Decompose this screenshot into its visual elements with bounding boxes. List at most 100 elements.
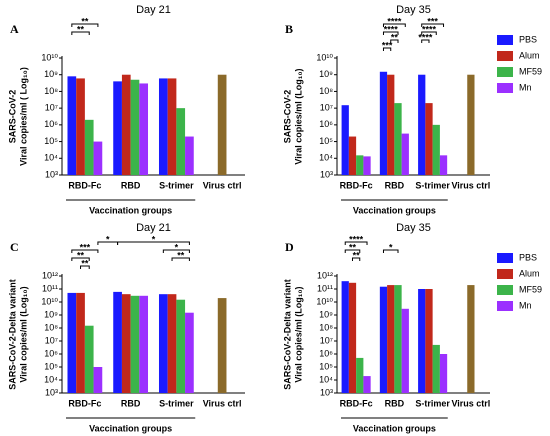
x-axis-label: Vaccination groups [89,205,172,215]
significance-bracket [390,39,399,43]
x-tick-label: RBD-Fc [68,398,101,408]
bar [167,294,177,393]
bar [93,141,103,175]
bar [185,312,194,393]
y-tick-label: 10⁹ [319,309,333,319]
bar [67,292,77,393]
y-tick-label: 10⁹ [44,69,58,79]
bar [356,357,364,393]
x-tick-label: Virus ctrl [451,180,490,190]
bar [401,308,409,393]
panel-letter: D [285,240,294,254]
bar [425,289,433,393]
significance-bracket [71,257,90,261]
bar [130,79,140,175]
bar [76,78,85,175]
x-tick-label: RBD [385,398,405,408]
bar [401,133,409,175]
y-tick-label: 10³ [320,169,333,179]
y-tick-label: 10⁵ [44,136,58,146]
significance-label: **** [422,24,437,34]
x-tick-label: Virus ctrl [451,398,490,408]
y-tick-label: 10⁴ [44,374,58,384]
x-tick-label: S-trimer [159,180,194,190]
y-tick-label: 10¹⁰ [41,52,58,62]
legend-label: Mn [519,300,532,310]
y-tick-label: 10⁷ [45,103,58,113]
bar [130,295,140,393]
bar [432,344,440,393]
bar [418,74,426,175]
significance-label: ** [391,32,399,42]
y-tick-label: 10⁷ [320,103,333,113]
y-axis-label: Viral copies/ml (Log₁₀) [293,68,303,164]
significance-label: * [175,242,179,252]
y-axis-label: SARS-CoV-2-Delta variant [7,279,17,390]
x-tick-label: RBD-Fc [68,180,101,190]
control-bar [467,74,475,175]
significance-bracket [80,265,90,269]
significance-label: * [389,242,393,252]
y-tick-label: 10⁷ [45,335,58,345]
y-tick-label: 10⁸ [44,322,58,332]
y-tick-label: 10¹⁰ [41,296,58,306]
bar [158,294,168,393]
y-tick-label: 10¹¹ [317,283,333,293]
x-tick-label: Virus ctrl [203,398,242,408]
bar [363,376,371,393]
x-tick-label: S-trimer [415,180,450,190]
bar [76,292,85,393]
bar [176,299,186,393]
y-tick-label: 10³ [45,387,58,397]
legend-swatch [497,269,513,279]
chart-title: Day 21 [136,4,171,16]
bar [185,136,194,175]
legend-label: MF59 [519,66,542,76]
bar [356,155,364,175]
significance-label: * [152,234,156,244]
significance-bracket [344,241,368,245]
bar [139,295,149,393]
significance-bracket [351,257,361,261]
significance-label: **** [349,234,364,244]
bar [93,367,103,393]
y-tick-label: 10⁹ [319,69,333,79]
significance-bracket [382,23,406,27]
significance-bracket [421,31,437,35]
panel-letter: B [285,22,293,36]
significance-label: *** [427,16,438,26]
x-tick-label: RBD-Fc [340,398,373,408]
significance-label: **** [387,16,402,26]
y-tick-label: 10⁸ [44,86,58,96]
significance-bracket [382,31,399,35]
y-tick-label: 10⁸ [319,322,333,332]
significance-bracket [421,23,445,27]
bar [394,285,402,393]
y-tick-label: 10⁶ [44,119,58,129]
legend-label: PBS [519,34,537,44]
y-axis-label: SARS-CoV-2 [7,90,17,144]
bar [348,282,357,393]
bar [425,103,433,175]
legend-swatch [497,35,513,45]
bar [379,71,388,175]
y-tick-label: 10⁵ [319,136,333,146]
panel: C Day 21 SARS-CoV-2-Delta variant Viral cop… [7,222,245,433]
y-tick-label: 10⁵ [319,361,333,371]
bar [121,74,131,175]
x-tick-label: RBD [121,398,141,408]
y-tick-label: 10⁸ [319,86,333,96]
significance-bracket [171,257,190,261]
legend-label: PBS [519,252,537,262]
bar [387,74,395,175]
significance-bracket [382,47,392,51]
significance-label: ** [349,242,357,252]
x-tick-label: S-trimer [159,398,194,408]
bar [363,156,371,175]
y-tick-label: 10⁴ [319,153,333,163]
significance-label: *** [382,40,393,50]
y-tick-label: 10⁶ [319,348,333,358]
control-bar [467,285,475,393]
x-axis-label: Vaccination groups [353,423,436,433]
